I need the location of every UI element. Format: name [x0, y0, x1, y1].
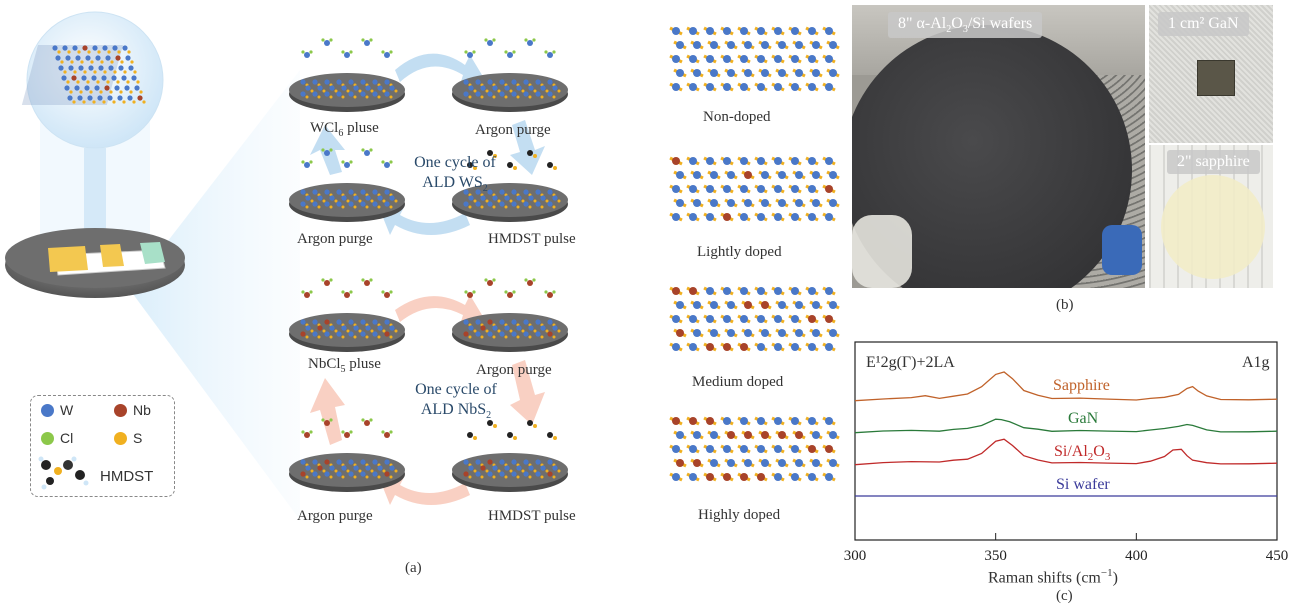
- raman-chart: 300 350 400 450: [844, 341, 1289, 564]
- doping-label-medium: Medium doped: [692, 374, 784, 390]
- series-label-gan: GaN: [1068, 410, 1099, 427]
- zoom-cone: [130, 70, 300, 520]
- process-disc-7: [289, 418, 405, 492]
- ws2-arrow-2: [510, 120, 545, 175]
- sapphire-tag: 2" sapphire: [1167, 150, 1260, 174]
- ws2-arrow-1: [395, 53, 485, 85]
- process-disc-5: [289, 278, 405, 352]
- doping-label-non: Non-doped: [703, 109, 771, 125]
- series-line-gan: [854, 418, 1278, 434]
- cl-atom-icon: [41, 432, 54, 445]
- process-disc-2: [452, 38, 568, 112]
- series-label-sial2o3: Si/Al2O3: [1054, 443, 1111, 464]
- device-channel: [48, 242, 166, 276]
- x-tick-label-450: 450: [1266, 548, 1289, 564]
- annotation-a1g: A1g: [1242, 354, 1270, 371]
- step-argon-purge-4: Argon purge: [297, 508, 373, 524]
- step-nbcl5-label: NbCl5 pluse: [308, 356, 381, 375]
- process-disc-3: [289, 148, 405, 222]
- doping-structures: [669, 26, 840, 482]
- series-line-sapphire: [854, 371, 1278, 402]
- step-hmdst-pulse-2: HMDST pulse: [488, 508, 576, 524]
- wafer-photo: [852, 5, 1145, 288]
- nbs2-arrow-1: [395, 295, 485, 325]
- doping-structure-4: [669, 416, 840, 482]
- ald-process-diagram: [289, 38, 568, 505]
- x-axis-label: Raman shifts (cm−1): [988, 567, 1118, 587]
- wafer-tag: 8" α-Al2O3/Si wafers: [888, 12, 1043, 39]
- panel-a-graphics: [5, 11, 300, 520]
- s-atom-icon: [114, 432, 127, 445]
- legend-w: W: [60, 402, 74, 418]
- x-tick-label-400: 400: [1125, 548, 1148, 564]
- x-tick-label-300: 300: [844, 548, 867, 564]
- step-argon-purge-1: Argon purge: [475, 122, 551, 138]
- caption-a: (a): [405, 560, 422, 576]
- process-disc-8: [452, 420, 568, 492]
- series-line-si-al2o3: [854, 438, 1278, 466]
- process-disc-1: [289, 38, 405, 112]
- nbs2-arrow-2: [510, 360, 545, 425]
- series-label-sapphire: Sapphire: [1053, 377, 1110, 394]
- doping-structure-1: [669, 26, 840, 92]
- gan-sample: [1197, 60, 1235, 96]
- legend-nb: Nb: [133, 402, 151, 418]
- ws2-arrow-4: [310, 125, 345, 175]
- ws2-cycle-label: One cycle of ALD WS2: [414, 154, 496, 195]
- ws2-arrow-3: [380, 205, 470, 235]
- nbs2-arrow-3: [380, 475, 470, 505]
- caption-c: (c): [1056, 588, 1073, 604]
- nb-atom-icon: [114, 404, 127, 417]
- nbs2-cycle-label: One cycle of ALD NbS2: [415, 381, 497, 422]
- x-tick-label-350: 350: [984, 548, 1007, 564]
- step-argon-purge-2: Argon purge: [297, 231, 373, 247]
- doping-structure-3: [669, 286, 840, 352]
- step-argon-purge-3: Argon purge: [476, 362, 552, 378]
- legend-hmdst: HMDST: [100, 468, 154, 485]
- plot-frame: [854, 341, 1278, 541]
- sapphire-wafer: [1161, 175, 1265, 279]
- caption-b: (b): [1056, 297, 1074, 313]
- atom-legend: [30, 395, 175, 497]
- step-hmdst-pulse-1: HMDST pulse: [488, 231, 576, 247]
- doping-label-high: Highly doped: [698, 507, 781, 523]
- doping-label-light: Lightly doped: [697, 244, 782, 260]
- process-disc-6: [452, 278, 568, 352]
- step-wcl6-label: WCl6 pluse: [310, 120, 379, 139]
- legend-cl: Cl: [60, 430, 74, 446]
- legend-s: S: [133, 430, 143, 446]
- nbs2-arrow-4: [310, 378, 345, 445]
- annotation-e2g: E¹2g(Γ)+2LA: [866, 354, 955, 371]
- gan-tag: 1 cm² GaN: [1158, 12, 1249, 36]
- hmdst-molecule-icon: [38, 456, 89, 490]
- w-atom-icon: [41, 404, 54, 417]
- doping-structure-2: [669, 156, 840, 222]
- bubble-lattice: [21, 45, 146, 105]
- process-disc-4: [452, 150, 568, 222]
- series-label-siwafer: Si wafer: [1056, 476, 1110, 493]
